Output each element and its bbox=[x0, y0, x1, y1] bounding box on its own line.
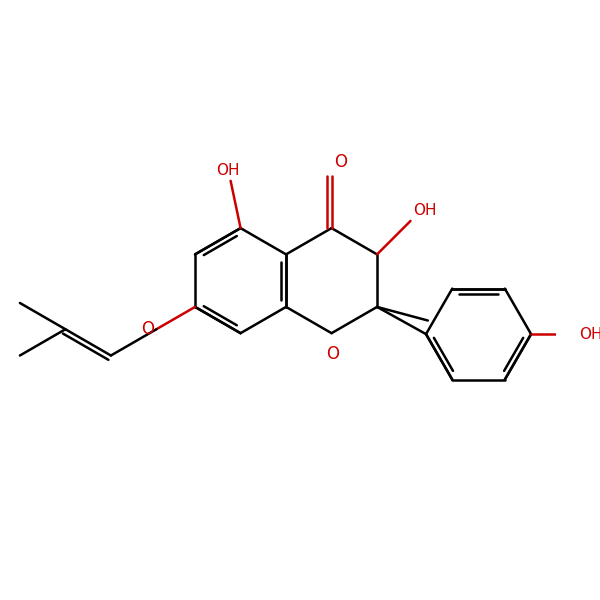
Text: O: O bbox=[140, 320, 154, 338]
Text: OH: OH bbox=[216, 163, 239, 178]
Text: OH: OH bbox=[579, 326, 600, 341]
Text: OH: OH bbox=[413, 203, 437, 218]
Text: O: O bbox=[326, 346, 339, 364]
Text: O: O bbox=[334, 153, 347, 171]
